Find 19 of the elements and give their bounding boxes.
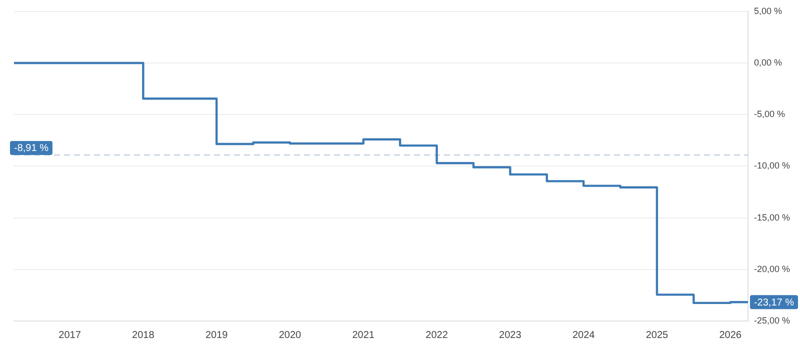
y-tick-label: 5,00 % xyxy=(754,6,782,16)
x-tick-label: 2021 xyxy=(352,330,375,341)
ref-line-label: -8,91 % xyxy=(14,143,49,154)
annotation: -23,17 % xyxy=(754,297,794,308)
x-tick-label: 2022 xyxy=(426,330,448,341)
x-tick-label: 2017 xyxy=(58,330,82,341)
x-tick-label: 2019 xyxy=(205,330,228,341)
x-tick-label: 2018 xyxy=(132,330,155,341)
y-tick-label: -20,00 % xyxy=(754,264,790,274)
x-tick-label: 2024 xyxy=(572,330,596,341)
x-tick-label: 2023 xyxy=(499,330,522,341)
x-tick-label: 2025 xyxy=(646,330,669,341)
y-tick-label: -15,00 % xyxy=(754,212,790,222)
y-tick-label: -5,00 % xyxy=(754,109,786,120)
y-tick-label: -25,00 % xyxy=(754,315,790,326)
x-tick-label: 2026 xyxy=(719,330,742,341)
y-tick-label: 0,00 % xyxy=(754,57,782,68)
y-tick-label: -10,00 % xyxy=(754,160,790,171)
x-tick-label: 2020 xyxy=(278,330,302,341)
